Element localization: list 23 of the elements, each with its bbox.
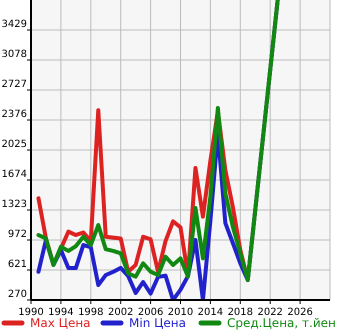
- y-tick-label: 270: [8, 289, 27, 300]
- x-tick-label: 1994: [48, 307, 74, 318]
- y-tick-label: 2376: [2, 109, 27, 120]
- y-tick-label: 3429: [2, 19, 27, 30]
- y-tick-label: 1323: [2, 199, 27, 210]
- x-tick-label: 2010: [168, 307, 194, 318]
- y-tick-label: 3078: [2, 49, 27, 60]
- x-tick-label: 1998: [78, 307, 104, 318]
- y-tick-label: 1674: [2, 169, 27, 180]
- x-tick-label: 2002: [108, 307, 134, 318]
- y-tick-label: 2025: [2, 139, 27, 150]
- y-tick-label: 2727: [2, 79, 27, 90]
- legend-label: Min Цена: [129, 316, 186, 330]
- x-tick-label: 1990: [18, 307, 44, 318]
- x-tick-label: 2022: [257, 307, 283, 318]
- y-tick-label: 972: [8, 229, 27, 240]
- y-tick-label: 621: [8, 259, 27, 270]
- legend-label: Max Цена: [30, 316, 91, 330]
- x-tick-label: 2026: [287, 307, 313, 318]
- x-tick-label: 2018: [228, 307, 254, 318]
- legend-label: Сред.Цена, т.йен: [227, 316, 336, 330]
- x-tick-label: 2014: [198, 307, 224, 318]
- x-tick-label: 2006: [138, 307, 164, 318]
